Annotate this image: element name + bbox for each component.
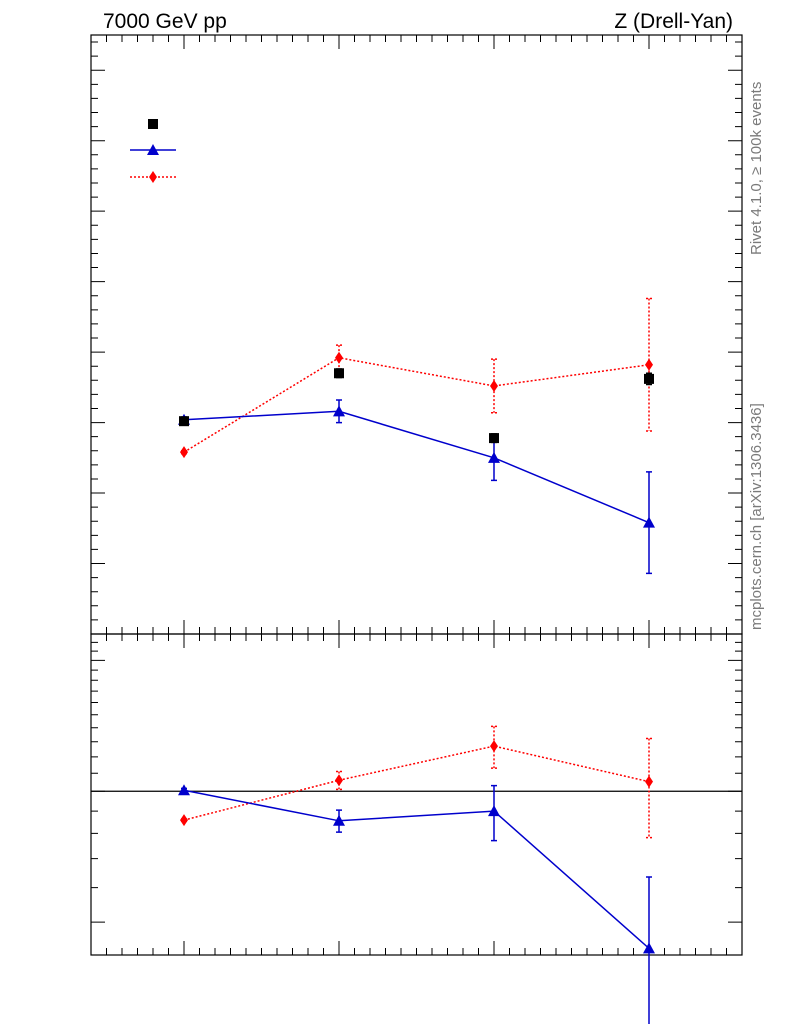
main-sherpa-2-2-9-default-point-1 (180, 446, 188, 459)
legend-sherpa-2-2-9-default-marker (149, 171, 157, 183)
legend-pythia-8-315-default-marker (147, 144, 159, 155)
ratio-sherpa-2-2-9-default-point-2 (335, 774, 343, 787)
ratio-pythia-8-315-default-line (183, 789, 650, 949)
legend-cms-marker (148, 119, 158, 129)
header-left-label: 7000 GeV pp (103, 10, 227, 33)
ratio-pythia-8-315-default-point-1 (178, 784, 190, 796)
main-sherpa-2-2-9-default-errbar-4 (646, 297, 652, 432)
main-cms-point-4 (644, 373, 654, 384)
main-sherpa-2-2-9-default-line (183, 356, 650, 453)
main-sherpa-2-2-9-default-point-4 (645, 358, 653, 371)
main-cms-point-2 (334, 368, 344, 379)
ratio-sherpa-2-2-9-default-point-4 (645, 775, 653, 788)
ratio-pythia-8-315-default-errbar-4 (646, 876, 652, 1024)
main-pythia-8-315-default-point-4 (643, 516, 655, 528)
main-plot-frame (90, 34, 743, 635)
main-pythia-8-315-default-line (183, 410, 650, 524)
ratio-sherpa-2-2-9-default-point-1 (180, 814, 188, 827)
ratio-pythia-8-315-default-point-2 (333, 814, 345, 826)
ratio-panel (90, 633, 743, 1024)
ratio-pythia-8-315-default-point-3 (488, 805, 500, 817)
header-right-label: Z (Drell-Yan) (614, 10, 733, 33)
main-pythia-8-315-default-point-3 (488, 451, 500, 463)
ratio-sherpa-2-2-9-default-line (183, 745, 650, 821)
main-sherpa-2-2-9-default-errbar-3 (491, 358, 497, 414)
ratio-sherpa-2-2-9-default-errbar-4 (646, 737, 652, 839)
main-cms-point-1 (179, 416, 189, 427)
main-cms-point-3 (489, 433, 499, 444)
mcplots-label: mcplots.cern.ch [arXiv:1306.3436] (748, 403, 765, 630)
main-sherpa-2-2-9-default-point-3 (490, 379, 498, 392)
main-panel (90, 34, 743, 635)
rivet-version-label: Rivet 4.1.0, ≥ 100k events (748, 82, 765, 255)
main-pythia-8-315-default-point-2 (333, 405, 345, 417)
ratio-pythia-8-315-default-point-4 (643, 942, 655, 954)
ratio-sherpa-2-2-9-default-point-3 (490, 740, 498, 753)
main-sherpa-2-2-9-default-point-2 (335, 351, 343, 364)
